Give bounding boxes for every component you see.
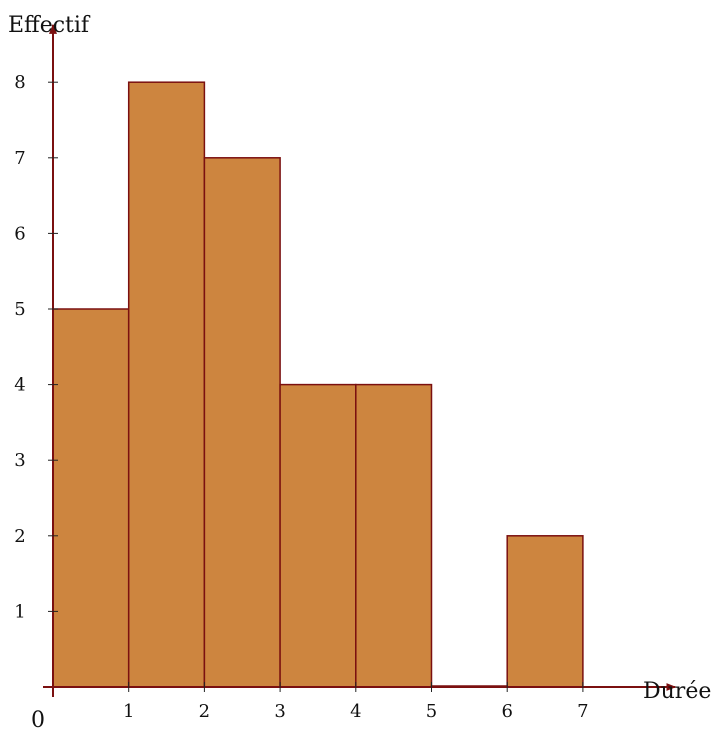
y-tick-label: 8 (14, 72, 25, 93)
axes-group (43, 23, 677, 697)
ticks-group: 1 2 3 4 5 6 7 1 2 3 4 5 6 7 8 (14, 72, 588, 722)
x-tick-label: 5 (426, 701, 437, 722)
bar-0-1 (52, 308, 130, 688)
origin-label: 0 (31, 708, 45, 733)
x-tick-label: 1 (123, 701, 134, 722)
y-tick-label: 6 (14, 223, 25, 244)
bars-group (52, 81, 584, 688)
y-tick-label: 4 (14, 375, 25, 396)
bar-4-5 (355, 383, 433, 688)
y-tick-label: 7 (14, 148, 25, 169)
y-tick-label: 5 (14, 299, 25, 320)
x-tick-label: 6 (501, 701, 512, 722)
x-tick-label: 3 (274, 701, 285, 722)
y-tick-label: 2 (14, 526, 25, 547)
y-tick-label: 1 (14, 601, 25, 622)
y-tick-label: 3 (14, 450, 25, 471)
x-tick-label: 7 (577, 701, 588, 722)
y-axis-label: Effectif (8, 13, 91, 38)
bar-2-3 (203, 157, 281, 688)
x-tick-label: 2 (199, 701, 210, 722)
x-tick-label: 4 (350, 701, 361, 722)
x-axis-label: Durée (643, 679, 711, 704)
bar-1-2 (127, 81, 206, 688)
bar-6-7 (506, 535, 584, 688)
bar-3-4 (279, 383, 357, 688)
